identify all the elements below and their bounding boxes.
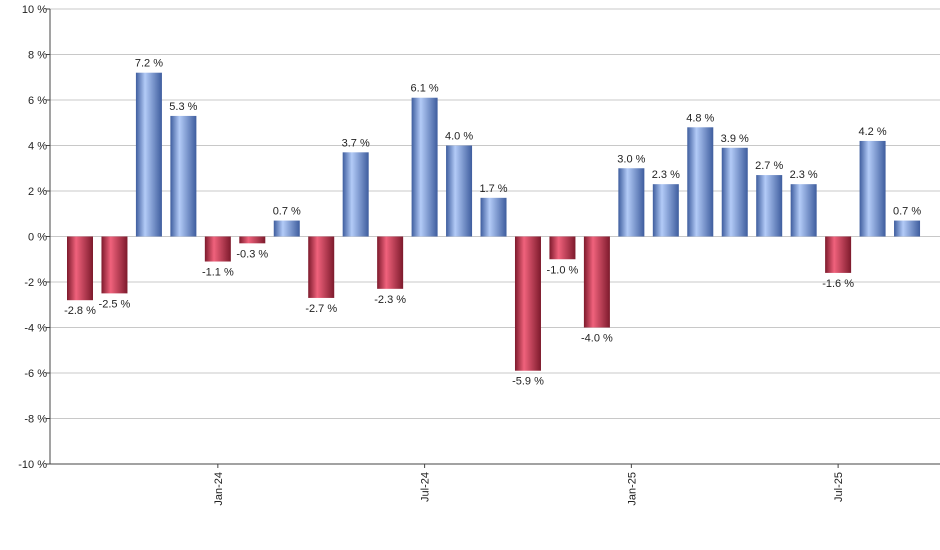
value-label: 6.1 % bbox=[411, 83, 439, 95]
value-label: 2.3 % bbox=[652, 169, 680, 181]
bar bbox=[514, 236, 541, 371]
bar bbox=[273, 220, 300, 237]
y-tick-label: 8 % bbox=[28, 50, 47, 62]
value-label: -1.1 % bbox=[202, 267, 234, 279]
value-label: 2.3 % bbox=[790, 169, 818, 181]
value-label: -1.0 % bbox=[547, 264, 579, 276]
bar bbox=[411, 97, 438, 237]
y-tick-label: 6 % bbox=[28, 95, 47, 107]
value-label: -5.9 % bbox=[512, 376, 544, 388]
bar bbox=[790, 184, 817, 237]
bar bbox=[480, 197, 507, 237]
value-label: 3.9 % bbox=[721, 133, 749, 145]
value-label: 3.0 % bbox=[617, 153, 645, 165]
bar bbox=[308, 236, 335, 298]
y-tick-label: -8 % bbox=[24, 414, 47, 426]
bar bbox=[618, 168, 645, 237]
bar bbox=[894, 220, 921, 237]
bar bbox=[687, 127, 714, 237]
value-label: -2.5 % bbox=[99, 298, 131, 310]
y-tick-label: -4 % bbox=[24, 323, 47, 335]
bar bbox=[446, 145, 473, 237]
value-label: 2.7 % bbox=[755, 160, 783, 172]
bar bbox=[756, 175, 783, 237]
value-label: -4.0 % bbox=[581, 333, 613, 345]
value-label: -2.8 % bbox=[64, 305, 96, 317]
value-label: -1.6 % bbox=[822, 278, 854, 290]
bar bbox=[239, 236, 266, 244]
bar bbox=[342, 152, 369, 237]
y-tick-label: -2 % bbox=[24, 277, 47, 289]
value-label: -2.7 % bbox=[305, 303, 337, 315]
y-tick-label: 2 % bbox=[28, 186, 47, 198]
value-label: 4.0 % bbox=[445, 131, 473, 143]
y-tick-label: 0 % bbox=[28, 232, 47, 244]
bar bbox=[204, 236, 231, 262]
y-tick-label: -6 % bbox=[24, 368, 47, 380]
x-tick-label: Jul-24 bbox=[420, 472, 432, 502]
value-label: -0.3 % bbox=[236, 248, 268, 260]
y-tick-label: -10 % bbox=[18, 459, 47, 471]
bar bbox=[825, 236, 852, 273]
x-tick-label: Jan-25 bbox=[626, 472, 638, 506]
bar bbox=[652, 184, 679, 237]
y-tick-label: 4 % bbox=[28, 141, 47, 153]
value-label: 4.8 % bbox=[686, 112, 714, 124]
x-tick-label: Jul-25 bbox=[833, 472, 845, 502]
value-label: 4.2 % bbox=[859, 126, 887, 138]
bar bbox=[135, 72, 162, 237]
value-label: -2.3 % bbox=[374, 294, 406, 306]
bar bbox=[583, 236, 610, 328]
value-label: 5.3 % bbox=[169, 101, 197, 113]
value-label: 0.7 % bbox=[273, 206, 301, 218]
value-label: 1.7 % bbox=[479, 183, 507, 195]
value-label: 3.7 % bbox=[342, 137, 370, 149]
x-tick-label: Jan-24 bbox=[213, 472, 225, 506]
bar bbox=[101, 236, 128, 294]
value-label: 0.7 % bbox=[893, 206, 921, 218]
bar bbox=[549, 236, 576, 260]
y-tick-label: 10 % bbox=[22, 4, 47, 16]
bar bbox=[170, 115, 197, 237]
value-label: 7.2 % bbox=[135, 58, 163, 70]
bar bbox=[377, 236, 404, 289]
bar bbox=[859, 140, 886, 237]
bar bbox=[721, 147, 748, 237]
bar bbox=[67, 236, 93, 301]
